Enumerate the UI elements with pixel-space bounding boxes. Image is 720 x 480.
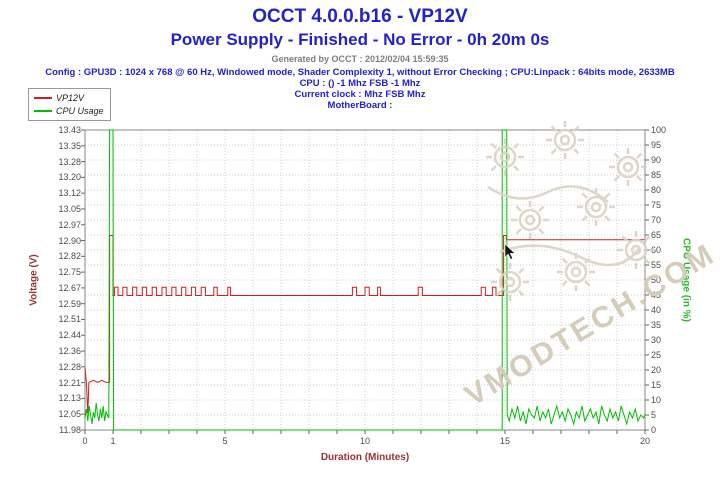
right-axis-tick: 10 (651, 395, 662, 405)
right-axis-ticks: 100 95 90 85 80 75 70 65 60 55 50 45 40 35 30 25 20 15 10 5… (651, 125, 679, 435)
left-axis-tick: 12.36 (58, 346, 81, 357)
chart-legend: VP12V CPU Usage (28, 88, 111, 121)
left-axis-tick: 12.75 (58, 267, 81, 278)
left-axis-tick: 12.28 (58, 361, 81, 372)
right-axis-tick: 70 (651, 215, 662, 225)
right-axis-tick: 35 (651, 320, 662, 330)
config-line-1: Config : GPU3D : 1024 x 768 @ 60 Hz, Win… (45, 67, 675, 78)
legend-swatch (34, 96, 52, 99)
series-line-cpu-usage (84, 129, 646, 431)
chart-plot (81, 129, 649, 434)
mouse-cursor (505, 244, 516, 260)
watermark-pattern (484, 119, 657, 303)
x-axis-ticks: 0 1 5 10 15 20 (82, 436, 650, 448)
right-axis-tick: 100 (651, 125, 667, 135)
generated-by-line: Generated by OCCT : 2012/02/04 15:59:35 (271, 54, 449, 64)
right-axis-tick: 25 (651, 350, 662, 360)
page-title: OCCT 4.0.0.b16 - VP12V (252, 6, 468, 27)
left-axis-tick: 12.21 (58, 377, 81, 388)
right-axis-tick: 75 (651, 200, 662, 210)
x-axis-tick: 5 (222, 436, 228, 446)
config-line-3: Current clock : Mhz FSB Mhz (294, 89, 426, 100)
right-axis-tick: 60 (651, 245, 662, 255)
left-axis-tick: 12.59 (58, 298, 81, 309)
series-line-vp12v (84, 235, 645, 414)
right-axis-tick: 45 (651, 290, 662, 300)
left-axis-tick: 12.05 (58, 409, 81, 420)
left-axis-tick: 13.43 (58, 125, 81, 135)
right-axis-tick: 50 (651, 275, 662, 285)
left-axis-tick: 12.51 (58, 314, 81, 325)
left-axis-ticks: 13.43 13.35 13.28 13.20 13.12 13.05 12.97 12.90… (44, 125, 81, 435)
right-axis-tick: 5 (651, 410, 657, 420)
x-axis-tick: 0 (82, 436, 88, 446)
right-axis-tick: 95 (651, 140, 662, 150)
legend-swatch (34, 109, 52, 112)
left-axis-tick: 12.82 (58, 251, 81, 262)
right-axis-tick: 80 (651, 185, 662, 195)
page-subtitle: Power Supply - Finished - No Error - 0h … (170, 30, 550, 49)
x-axis-tick: 20 (639, 436, 650, 446)
left-axis-tick: 12.13 (58, 393, 81, 404)
left-axis-tick: 12.90 (58, 235, 81, 246)
legend-item: CPU Usage (34, 104, 104, 117)
legend-label: CPU Usage (56, 105, 104, 116)
x-axis-tick: 15 (499, 436, 510, 446)
right-axis-tick: 15 (651, 380, 662, 390)
right-axis-tick: 0 (651, 425, 657, 435)
left-axis-tick: 13.05 (58, 203, 81, 214)
right-axis-tick: 90 (651, 155, 662, 165)
left-axis-tick: 13.20 (58, 172, 81, 183)
left-axis-title: Voltage (V) (28, 254, 40, 306)
left-axis-tick: 12.97 (58, 219, 81, 230)
right-axis-tick: 55 (651, 260, 662, 270)
x-axis-tick: 1 (110, 436, 116, 446)
legend-label: VP12V (56, 92, 85, 103)
left-axis-tick: 12.67 (58, 282, 81, 293)
x-axis-tick: 10 (359, 436, 370, 446)
right-axis-tick: 40 (651, 305, 662, 315)
x-axis-title: Duration (Minutes) (320, 452, 410, 463)
right-axis-tick: 30 (651, 335, 662, 345)
left-axis-tick: 13.35 (58, 140, 81, 151)
left-axis-tick: 13.12 (58, 188, 81, 199)
right-axis-tick: 65 (651, 230, 662, 240)
config-line-2: CPU : () -1 Mhz FSB -1 Mhz (299, 78, 421, 89)
config-line-4: MotherBoard : (327, 100, 393, 111)
left-axis-tick: 13.28 (58, 156, 81, 167)
legend-item: VP12V (34, 91, 104, 104)
left-axis-tick: 12.44 (58, 330, 81, 341)
legend-items: VP12V CPU Usage (34, 91, 104, 117)
right-axis-tick: 20 (651, 365, 662, 375)
left-axis-tick: 11.98 (59, 425, 81, 435)
right-axis-tick: 85 (651, 170, 662, 180)
